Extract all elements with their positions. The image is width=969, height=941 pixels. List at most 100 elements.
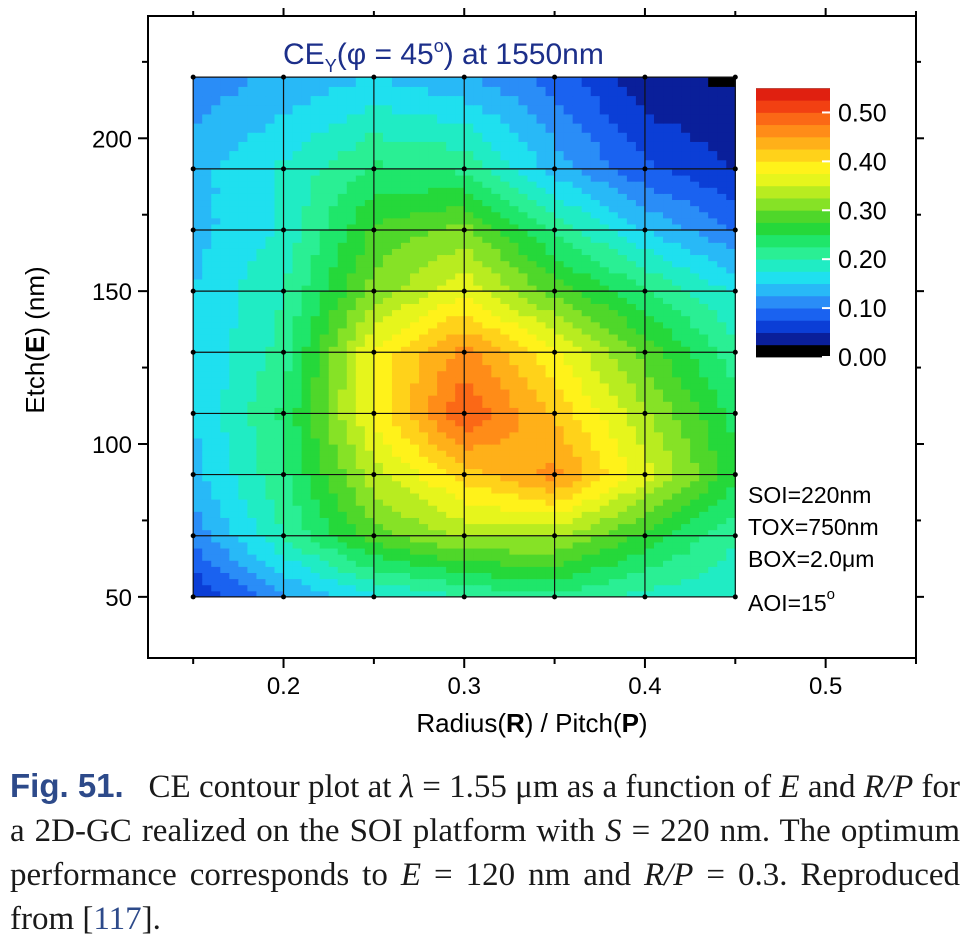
- contour-cell: [274, 151, 284, 161]
- contour-cell: [446, 169, 456, 176]
- contour-cell: [455, 340, 465, 347]
- contour-cell: [527, 395, 537, 402]
- contour-cell: [509, 297, 519, 304]
- contour-cell: [509, 169, 519, 176]
- contour-cell: [690, 365, 700, 372]
- contour-cell: [329, 383, 339, 390]
- contour-cell: [473, 322, 483, 329]
- contour-cell: [211, 371, 221, 378]
- contour-cell: [500, 413, 510, 420]
- contour-cell: [428, 499, 438, 506]
- contour-cell: [573, 151, 583, 161]
- reference-link[interactable]: 117: [93, 901, 141, 937]
- contour-cell: [320, 181, 330, 188]
- contour-cell: [582, 340, 592, 347]
- contour-cell: [410, 505, 420, 512]
- contour-cell: [329, 511, 339, 518]
- contour-cell: [338, 511, 348, 518]
- contour-cell: [527, 114, 537, 124]
- contour-cell: [247, 413, 257, 420]
- mesh-point: [462, 166, 467, 171]
- contour-cell: [274, 450, 284, 457]
- contour-cell: [491, 322, 501, 329]
- contour-cell: [356, 499, 366, 506]
- contour-cell: [708, 475, 718, 482]
- contour-cell: [455, 279, 465, 286]
- contour-cell: [247, 328, 257, 335]
- contour-cell: [681, 572, 691, 579]
- contour-cell: [401, 475, 411, 482]
- contour-cell: [690, 297, 700, 304]
- contour-cell: [193, 444, 203, 451]
- contour-cell: [618, 297, 628, 304]
- contour-cell: [347, 395, 357, 402]
- contour-cell: [509, 230, 519, 237]
- contour-cell: [446, 132, 456, 142]
- contour-cell: [238, 334, 248, 341]
- contour-cell: [374, 481, 384, 488]
- contour-cell: [265, 141, 275, 151]
- contour-cell: [229, 481, 239, 488]
- contour-cell: [645, 456, 655, 463]
- contour-cell: [202, 444, 212, 451]
- contour-cell: [392, 114, 402, 124]
- contour-cell: [663, 499, 673, 506]
- contour-cell: [320, 566, 330, 573]
- contour-cell: [392, 132, 402, 142]
- contour-cell: [455, 218, 465, 225]
- contour-cell: [392, 444, 402, 451]
- contour-cell: [356, 548, 366, 555]
- contour-cell: [654, 395, 664, 402]
- contour-cell: [482, 105, 492, 115]
- contour-cell: [518, 499, 528, 506]
- contour-cell: [347, 365, 357, 372]
- contour-cell: [374, 334, 384, 341]
- contour-cell: [726, 105, 736, 115]
- contour-cell: [302, 413, 312, 420]
- contour-cell: [573, 309, 583, 316]
- contour-cell: [365, 236, 375, 243]
- contour-cell: [509, 291, 519, 298]
- contour-cell: [220, 566, 230, 573]
- contour-cell: [202, 358, 212, 365]
- contour-cell: [437, 371, 447, 378]
- contour-cell: [365, 334, 375, 341]
- contour-cell: [220, 493, 230, 500]
- contour-cell: [374, 517, 384, 524]
- contour-cell: [518, 105, 528, 115]
- colorbar-band: [756, 333, 830, 346]
- contour-cell: [256, 218, 266, 225]
- contour-cell: [329, 365, 339, 372]
- contour-cell: [527, 585, 537, 592]
- contour-cell: [293, 572, 303, 579]
- contour-cell: [708, 267, 718, 274]
- contour-cell: [311, 105, 321, 115]
- contour-cell: [311, 340, 321, 347]
- contour-cell: [591, 334, 601, 341]
- contour-cell: [518, 123, 528, 133]
- contour-cell: [428, 141, 438, 151]
- contour-cell: [573, 160, 583, 170]
- contour-cell: [311, 493, 321, 500]
- contour-cell: [229, 236, 239, 243]
- contour-cell: [482, 579, 492, 586]
- contour-cell: [600, 340, 610, 347]
- contour-cell: [347, 579, 357, 586]
- contour-cell: [473, 291, 483, 298]
- contour-cell: [618, 481, 628, 488]
- contour-cell: [491, 420, 501, 427]
- contour-cell: [509, 261, 519, 268]
- contour-cell: [663, 523, 673, 530]
- contour-cell: [491, 193, 501, 200]
- contour-cell: [455, 193, 465, 200]
- contour-cell: [392, 536, 402, 543]
- contour-cell: [302, 542, 312, 549]
- contour-cell: [636, 151, 646, 161]
- contour-cell: [410, 123, 420, 133]
- contour-cell: [699, 132, 709, 142]
- contour-cell: [383, 86, 393, 96]
- contour-cell: [491, 511, 501, 518]
- contour-cell: [518, 432, 528, 439]
- contour-cell: [672, 523, 682, 530]
- contour-cell: [591, 358, 601, 365]
